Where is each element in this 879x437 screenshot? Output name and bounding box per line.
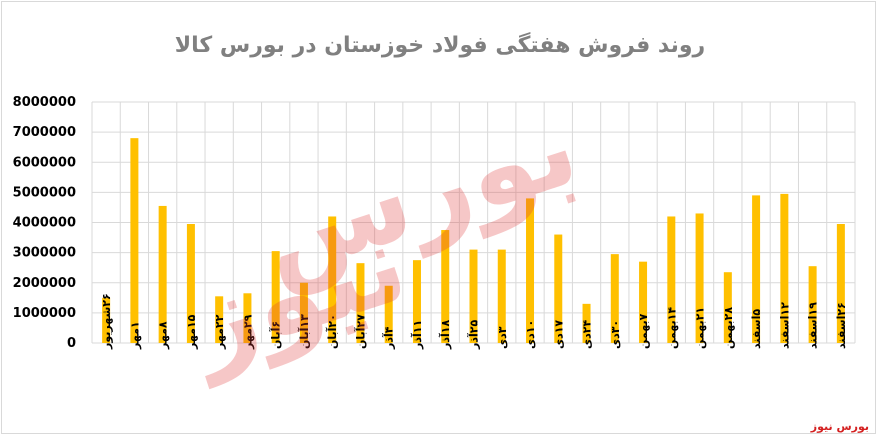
bar [328,216,337,343]
y-tick-label: 3000000 [13,246,76,261]
y-tick-label: 2000000 [13,276,76,291]
x-tick-label: ۶آبان [269,321,283,349]
x-tick-label: ۱۵مهر [185,314,198,350]
bar [582,303,591,343]
bar [497,249,506,343]
x-tick-label: ۷بهمن [637,313,650,349]
x-tick-label: ۲۶اسفند [835,302,848,349]
bar [356,263,365,343]
bar [836,224,845,343]
x-tick-label: ۲۱بهمن [694,307,707,349]
x-tick-label: ۳دی [496,326,509,349]
bar [808,266,817,343]
x-tick-label: ۳۰دی [609,320,622,349]
x-tick-label: ۲۹مهر [241,314,254,350]
bar [695,213,704,343]
x-tick-label: ۱۲اسفند [778,302,791,349]
bar [130,138,139,343]
bar [639,261,648,343]
bar [441,230,450,343]
watermark-line2: نیوز [169,198,421,390]
y-axis: 0 1000000 2000000 3000000 4000000 5000000 6000… [13,95,76,351]
brand-label: بورس نیوز [810,420,869,433]
x-axis: ۲۶شهریور ۱مهر ۸مهر ۱۵مهر ۲۲مهر ۲۹مهر ۶آبان ۱۳آب… [100,293,848,350]
y-tick-label: 5000000 [13,185,76,200]
y-tick-label: 0 [67,336,76,351]
x-tick-label: ۱۱آذر [410,320,424,350]
bar [723,272,732,343]
y-tick-label: 1000000 [13,306,76,321]
y-tick-label: 8000000 [13,95,76,110]
y-tick-label: 7000000 [13,125,76,140]
y-tick-label: 6000000 [13,155,76,170]
x-tick-label: ۱۸آذر [438,320,452,350]
bar [412,260,421,343]
chart-title: روند فروش هفتگی فولاد خوزستان در بورس کا… [175,31,705,58]
bar [554,234,563,343]
y-tick-label: 4000000 [13,216,76,231]
bar [667,216,676,343]
x-tick-label: ۴آذر [382,326,396,350]
x-tick-label: ۲۵آذر [467,320,481,350]
bar [271,251,280,343]
bar [299,282,308,343]
x-tick-label: ۱۷دی [552,320,565,349]
x-tick-label: ۵اسفند [750,309,763,349]
bar [780,193,789,343]
bar [526,198,535,343]
bar [384,285,393,343]
x-tick-label: ۱۰دی [524,320,537,349]
x-tick-label: ۸مهر [157,321,170,350]
x-tick-label: ۱۳آبان [297,314,311,349]
x-tick-label: ۲۴دی [581,320,594,349]
bar [186,224,195,343]
bar [215,296,224,343]
x-tick-label: ۱۴بهمن [665,307,678,349]
bar [469,249,478,343]
bar [158,205,167,343]
x-tick-label: ۱۹اسفند [807,302,820,349]
bar [752,195,761,343]
x-tick-label: ۲۷آبان [353,314,367,349]
x-tick-label: ۲۸بهمن [722,307,735,349]
x-tick-label: ۲۰آبان [325,314,339,349]
bar [610,254,619,343]
x-tick-label: ۱مهر [128,321,141,350]
x-tick-label: ۲۶شهریور [100,293,113,350]
x-tick-label: ۲۲مهر [213,314,226,350]
bar [102,297,111,343]
bars [102,138,845,343]
bar [243,293,252,343]
